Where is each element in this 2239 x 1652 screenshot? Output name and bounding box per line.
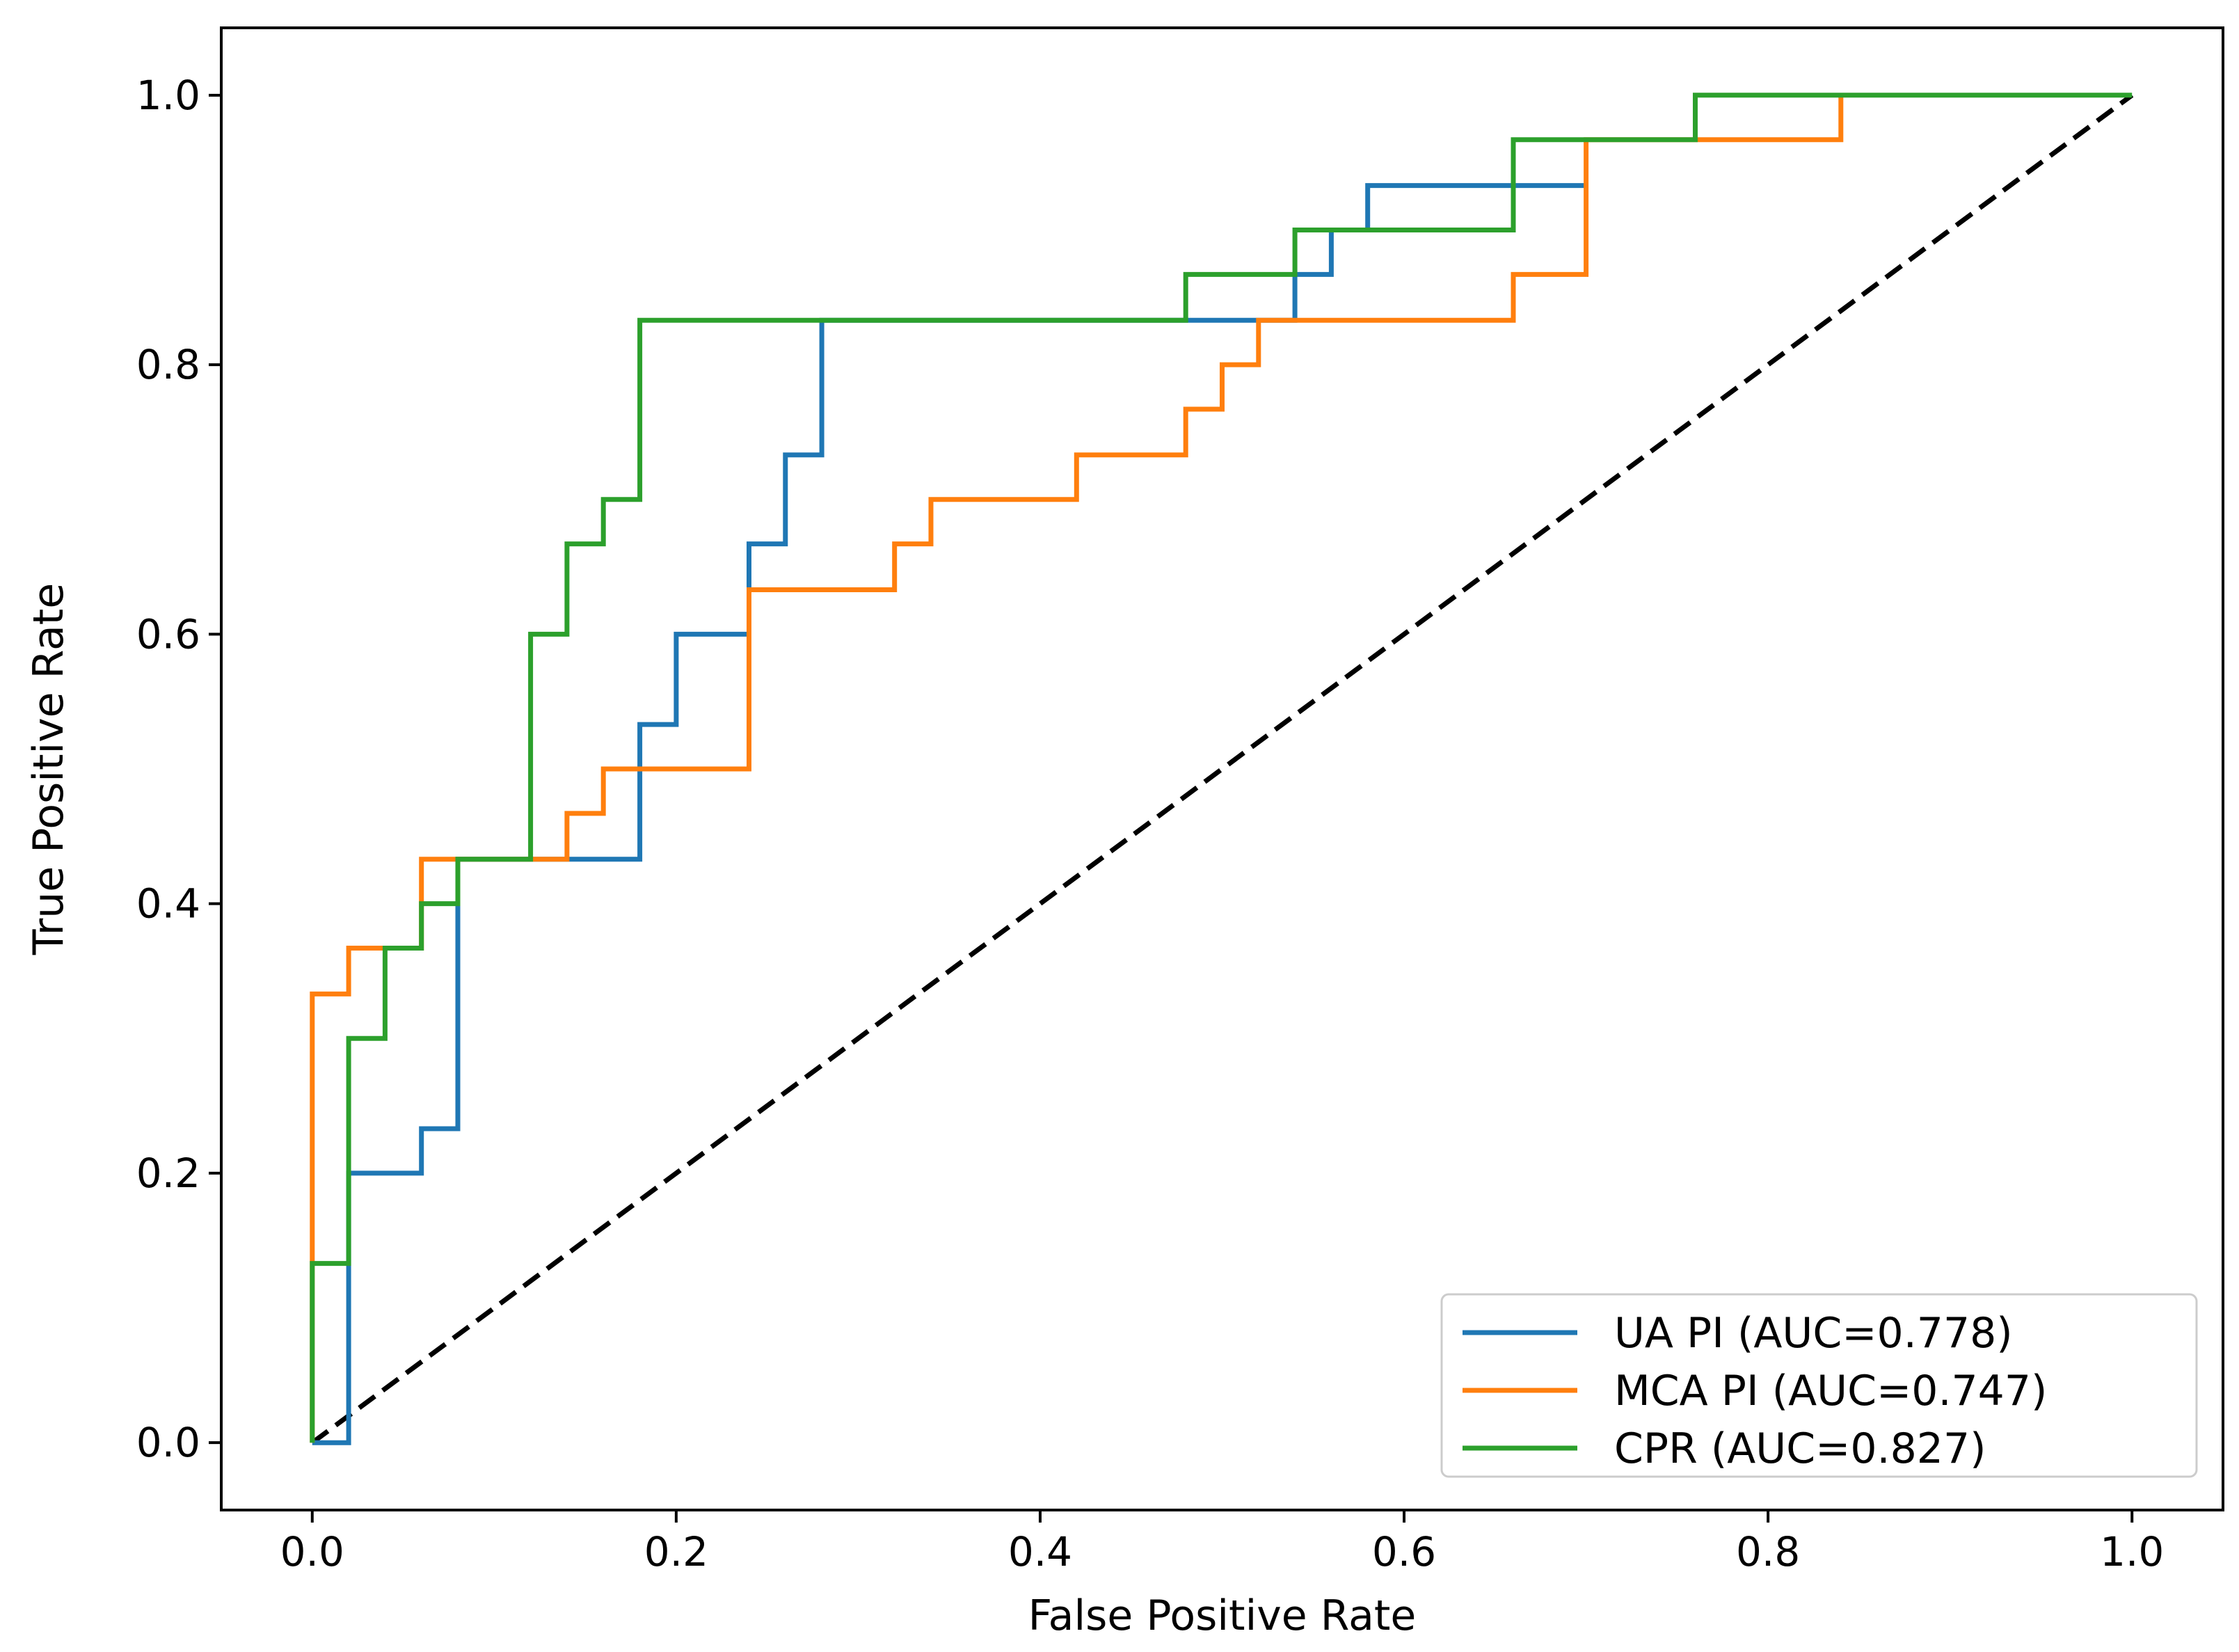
y-tick-label: 0.8 (136, 341, 200, 388)
y-tick-label: 0.2 (136, 1150, 200, 1197)
cpr-roc-curve (310, 93, 2133, 1443)
x-axis-label: False Positive Rate (1028, 1591, 1417, 1640)
axis-ticks: 0.0 0.2 0.4 0.6 0.8 1.0 0.0 0.2 0.4 0.6 0.8 1.0 (136, 72, 2165, 1575)
x-tick-label: 0.0 (280, 1528, 344, 1575)
legend: UA PI (AUC=0.778) MCA PI (AUC=0.747) CPR (… (1440, 1293, 2198, 1478)
x-tick-label: 0.4 (1008, 1528, 1072, 1575)
y-tick-label: 0.4 (136, 880, 200, 928)
plot-frame (220, 26, 2224, 1511)
y-tick-label: 0.0 (136, 1419, 200, 1466)
legend-label-mca: MCA PI (AUC=0.747) (1614, 1367, 2047, 1415)
y-tick-label: 1.0 (136, 72, 200, 119)
plot-lines (310, 93, 2134, 1445)
x-tick-label: 0.8 (1736, 1528, 1800, 1575)
legend-box (1440, 1293, 2198, 1478)
legend-items: UA PI (AUC=0.778) MCA PI (AUC=0.747) CPR (… (1463, 1309, 2047, 1473)
y-axis-label: True Positive Rate (24, 583, 73, 955)
x-tick-label: 0.2 (644, 1528, 708, 1575)
y-tick-label: 0.6 (136, 610, 200, 658)
chance-reference-line (310, 93, 2134, 1445)
mca-roc-curve (310, 95, 1844, 1443)
legend-label-ua: UA PI (AUC=0.778) (1614, 1309, 2013, 1358)
x-tick-label: 1.0 (2100, 1528, 2164, 1575)
x-tick-label: 0.6 (1372, 1528, 1436, 1575)
legend-label-cpr: CPR (AUC=0.827) (1614, 1424, 1986, 1473)
